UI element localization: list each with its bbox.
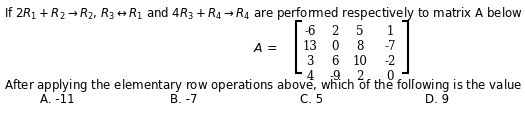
Text: If $2R_1 + R_2 \rightarrow R_2$, $R_3 \leftrightarrow R_1$ and $4R_3 + R_4 \righ: If $2R_1 + R_2 \rightarrow R_2$, $R_3 \l… <box>4 5 523 22</box>
Text: After applying the elementary row operations above, which of the following is th: After applying the elementary row operat… <box>4 77 525 94</box>
Text: 3: 3 <box>306 55 314 68</box>
Text: D. 9: D. 9 <box>425 93 449 106</box>
Text: 0: 0 <box>386 70 394 83</box>
Text: -9: -9 <box>329 70 341 83</box>
Text: 10: 10 <box>353 55 367 68</box>
Text: 4: 4 <box>306 70 314 83</box>
Text: $A$ =: $A$ = <box>253 42 277 54</box>
Text: 6: 6 <box>331 55 339 68</box>
Text: C. 5: C. 5 <box>300 93 323 106</box>
Text: 5: 5 <box>356 25 364 38</box>
Text: 0: 0 <box>331 40 339 53</box>
Text: B. -7: B. -7 <box>170 93 197 106</box>
Text: 2: 2 <box>356 70 364 83</box>
Text: 2: 2 <box>331 25 339 38</box>
Text: A. -11: A. -11 <box>40 93 75 106</box>
Text: .: . <box>412 70 416 83</box>
Text: 1: 1 <box>386 25 394 38</box>
Text: -6: -6 <box>304 25 316 38</box>
Text: 8: 8 <box>356 40 364 53</box>
Text: -7: -7 <box>384 40 396 53</box>
Text: 13: 13 <box>302 40 318 53</box>
Text: -2: -2 <box>384 55 396 68</box>
